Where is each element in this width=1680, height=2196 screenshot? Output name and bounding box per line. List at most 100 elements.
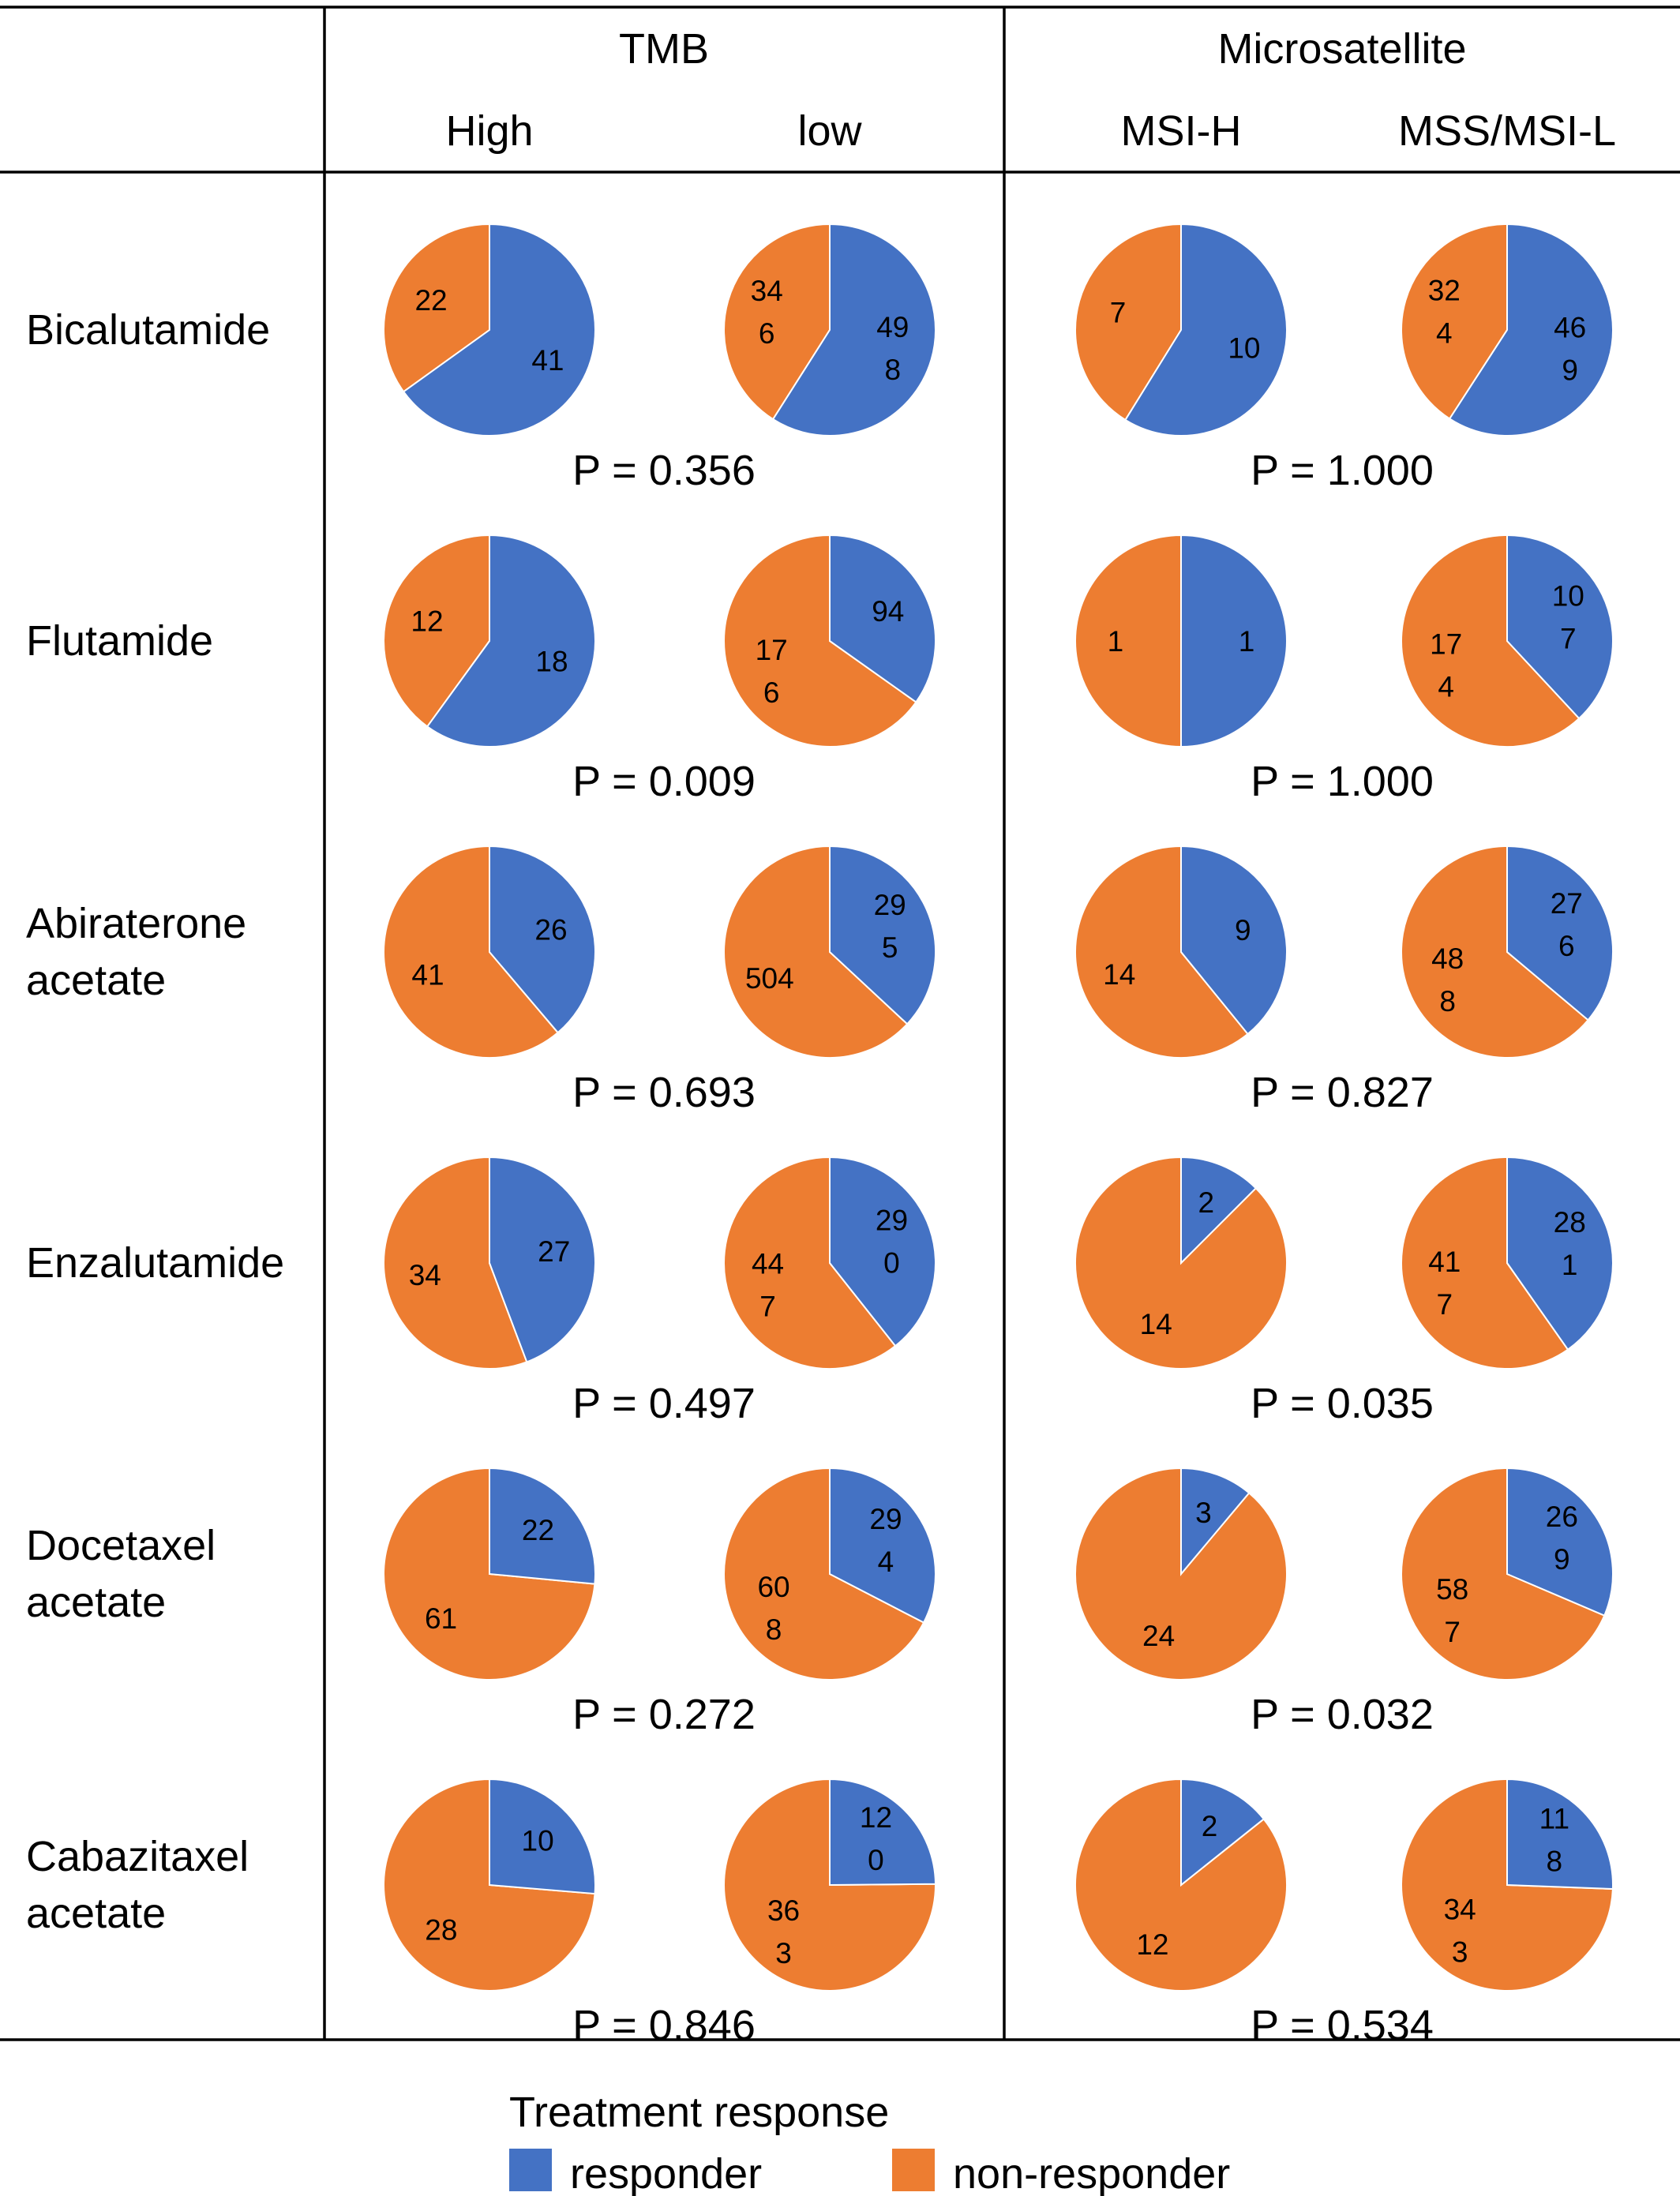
slice-label-responder: 22 <box>522 1514 554 1546</box>
pie-slice-non-responder <box>1401 1156 1569 1370</box>
pie-slice-non-responder <box>383 223 490 393</box>
slice-label-responder: 8 <box>1547 1845 1563 1877</box>
slice-label-non-responder: 14 <box>1140 1308 1172 1340</box>
pie-slice-responder <box>829 1467 936 1624</box>
group-header-microsatellite: Microsatellite <box>1217 25 1466 73</box>
pie-slice-responder <box>771 223 936 437</box>
slice-label-responder: 10 <box>1552 580 1584 613</box>
slice-label-responder: 0 <box>868 1844 884 1876</box>
pie-slice-responder <box>1180 1778 1266 1887</box>
slice-label-responder: 1 <box>1239 625 1255 658</box>
legend-title: Treatment response <box>509 2089 889 2136</box>
slice-label-non-responder: 36 <box>767 1894 800 1927</box>
slice-label-responder: 27 <box>538 1235 570 1268</box>
pie-tmb-low: 12 0 36 3 <box>722 1778 937 1992</box>
slice-label-non-responder: 6 <box>759 317 775 350</box>
slice-label-non-responder: 3 <box>1452 1936 1468 1969</box>
row-5: Cabazitaxel acetate 10 28 12 0 36 3 2 12 11 8 34 3 P =… <box>26 1778 1614 2049</box>
slice-label-responder: 29 <box>869 1503 902 1535</box>
p-value-tmb: P = 0.356 <box>572 447 756 494</box>
slice-label-non-responder: 7 <box>1110 296 1127 328</box>
pie-tmb-low: 29 5 504 <box>723 845 936 1059</box>
slice-label-non-responder: 8 <box>766 1613 782 1646</box>
drug-label: Bicalutamide <box>26 306 270 354</box>
pie-msi-h: 11 <box>1074 534 1288 748</box>
column-header-msi-h: MSI-H <box>1121 107 1242 155</box>
pie-tmb-high: 26 41 <box>383 845 596 1059</box>
p-value-microsatellite: P = 1.000 <box>1251 758 1434 805</box>
slice-label-responder: 41 <box>531 344 564 377</box>
slice-label-non-responder: 8 <box>1439 985 1456 1017</box>
pie-tmb-low: 49 8 34 6 <box>723 223 936 437</box>
pie-mss-msi-l: 26 9 58 7 <box>1401 1467 1614 1681</box>
slice-label-responder: 1 <box>1562 1249 1578 1281</box>
pie-slice-responder <box>1506 845 1614 1021</box>
slice-label-non-responder: 61 <box>425 1602 457 1635</box>
p-value-tmb: P = 0.009 <box>572 758 756 805</box>
slice-label-responder: 9 <box>1235 914 1251 946</box>
pie-slice-non-responder <box>723 534 917 748</box>
pie-slice-responder <box>489 1156 597 1363</box>
pie-slice-non-responder <box>1074 534 1182 748</box>
drug-label: Cabazitaxel <box>26 1833 249 1880</box>
slice-label-non-responder: 60 <box>757 1571 789 1603</box>
drug-label: acetate <box>26 957 166 1004</box>
p-value-microsatellite: P = 0.827 <box>1251 1069 1434 1116</box>
drug-label: Enzalutamide <box>26 1239 284 1287</box>
pie-slice-responder <box>1124 223 1288 437</box>
slice-label-responder: 11 <box>1539 1802 1569 1834</box>
slice-label-non-responder: 6 <box>763 676 780 709</box>
column-header-tmb-low: low <box>797 107 862 155</box>
p-value-microsatellite: P = 1.000 <box>1251 447 1434 494</box>
slice-label-responder: 94 <box>872 595 904 628</box>
slice-label-non-responder: 24 <box>1142 1620 1175 1652</box>
drug-label: Docetaxel <box>26 1522 216 1569</box>
pie-slice-responder <box>489 1467 596 1585</box>
drug-label: Flutamide <box>26 617 213 665</box>
slice-label-responder: 8 <box>884 354 901 386</box>
slice-label-responder: 2 <box>1198 1186 1215 1219</box>
slice-label-non-responder: 34 <box>751 275 783 307</box>
group-header-tmb: TMB <box>619 25 709 73</box>
slice-label-non-responder: 7 <box>1436 1288 1453 1321</box>
slice-label-responder: 7 <box>1560 623 1577 655</box>
legend-label-non-responder: non-responder <box>953 2150 1230 2196</box>
slice-label-non-responder: 14 <box>1103 958 1135 991</box>
pie-slice-responder <box>489 1778 596 1895</box>
legend-swatch-responder <box>509 2149 552 2191</box>
pie-slice-responder <box>426 534 596 748</box>
pie-mss-msi-l: 46 9 32 4 <box>1401 223 1614 437</box>
pie-slice-responder <box>1506 1467 1614 1617</box>
pie-mss-msi-l: 11 8 34 3 <box>1401 1778 1614 1992</box>
slice-label-responder: 10 <box>1228 332 1260 365</box>
slice-label-non-responder: 41 <box>411 959 444 991</box>
pie-tmb-high: 27 34 <box>383 1156 597 1370</box>
pie-slice-responder <box>489 845 596 1034</box>
slice-label-responder: 9 <box>1562 354 1578 387</box>
pie-slice-responder <box>1180 1467 1251 1576</box>
pie-slice-responder <box>1506 534 1614 720</box>
slice-label-non-responder: 41 <box>1428 1246 1461 1278</box>
p-value-microsatellite: P = 0.534 <box>1251 2002 1434 2049</box>
pie-tmb-high: 22 61 <box>383 1467 596 1681</box>
slice-label-responder: 29 <box>874 889 906 921</box>
pie-slice-responder <box>829 1778 937 1887</box>
slice-label-responder: 12 <box>860 1801 892 1834</box>
pie-tmb-low: 94 17 6 <box>723 534 936 748</box>
p-value-microsatellite: P = 0.032 <box>1251 1691 1434 1738</box>
drug-label: acetate <box>26 1579 166 1626</box>
slice-label-responder: 3 <box>1195 1497 1212 1529</box>
pie-msi-h: 10 7 <box>1074 223 1288 437</box>
pie-tmb-low: 29 0 44 7 <box>723 1156 936 1370</box>
slice-label-non-responder: 34 <box>409 1259 441 1291</box>
slice-label-responder: 29 <box>876 1205 908 1237</box>
pie-slice-responder <box>1180 845 1288 1036</box>
slice-label-non-responder: 12 <box>411 605 443 637</box>
column-header-mss-msi-l: MSS/MSI-L <box>1398 107 1616 155</box>
pie-slice-responder <box>829 534 936 703</box>
slice-label-non-responder: 48 <box>1431 942 1464 975</box>
